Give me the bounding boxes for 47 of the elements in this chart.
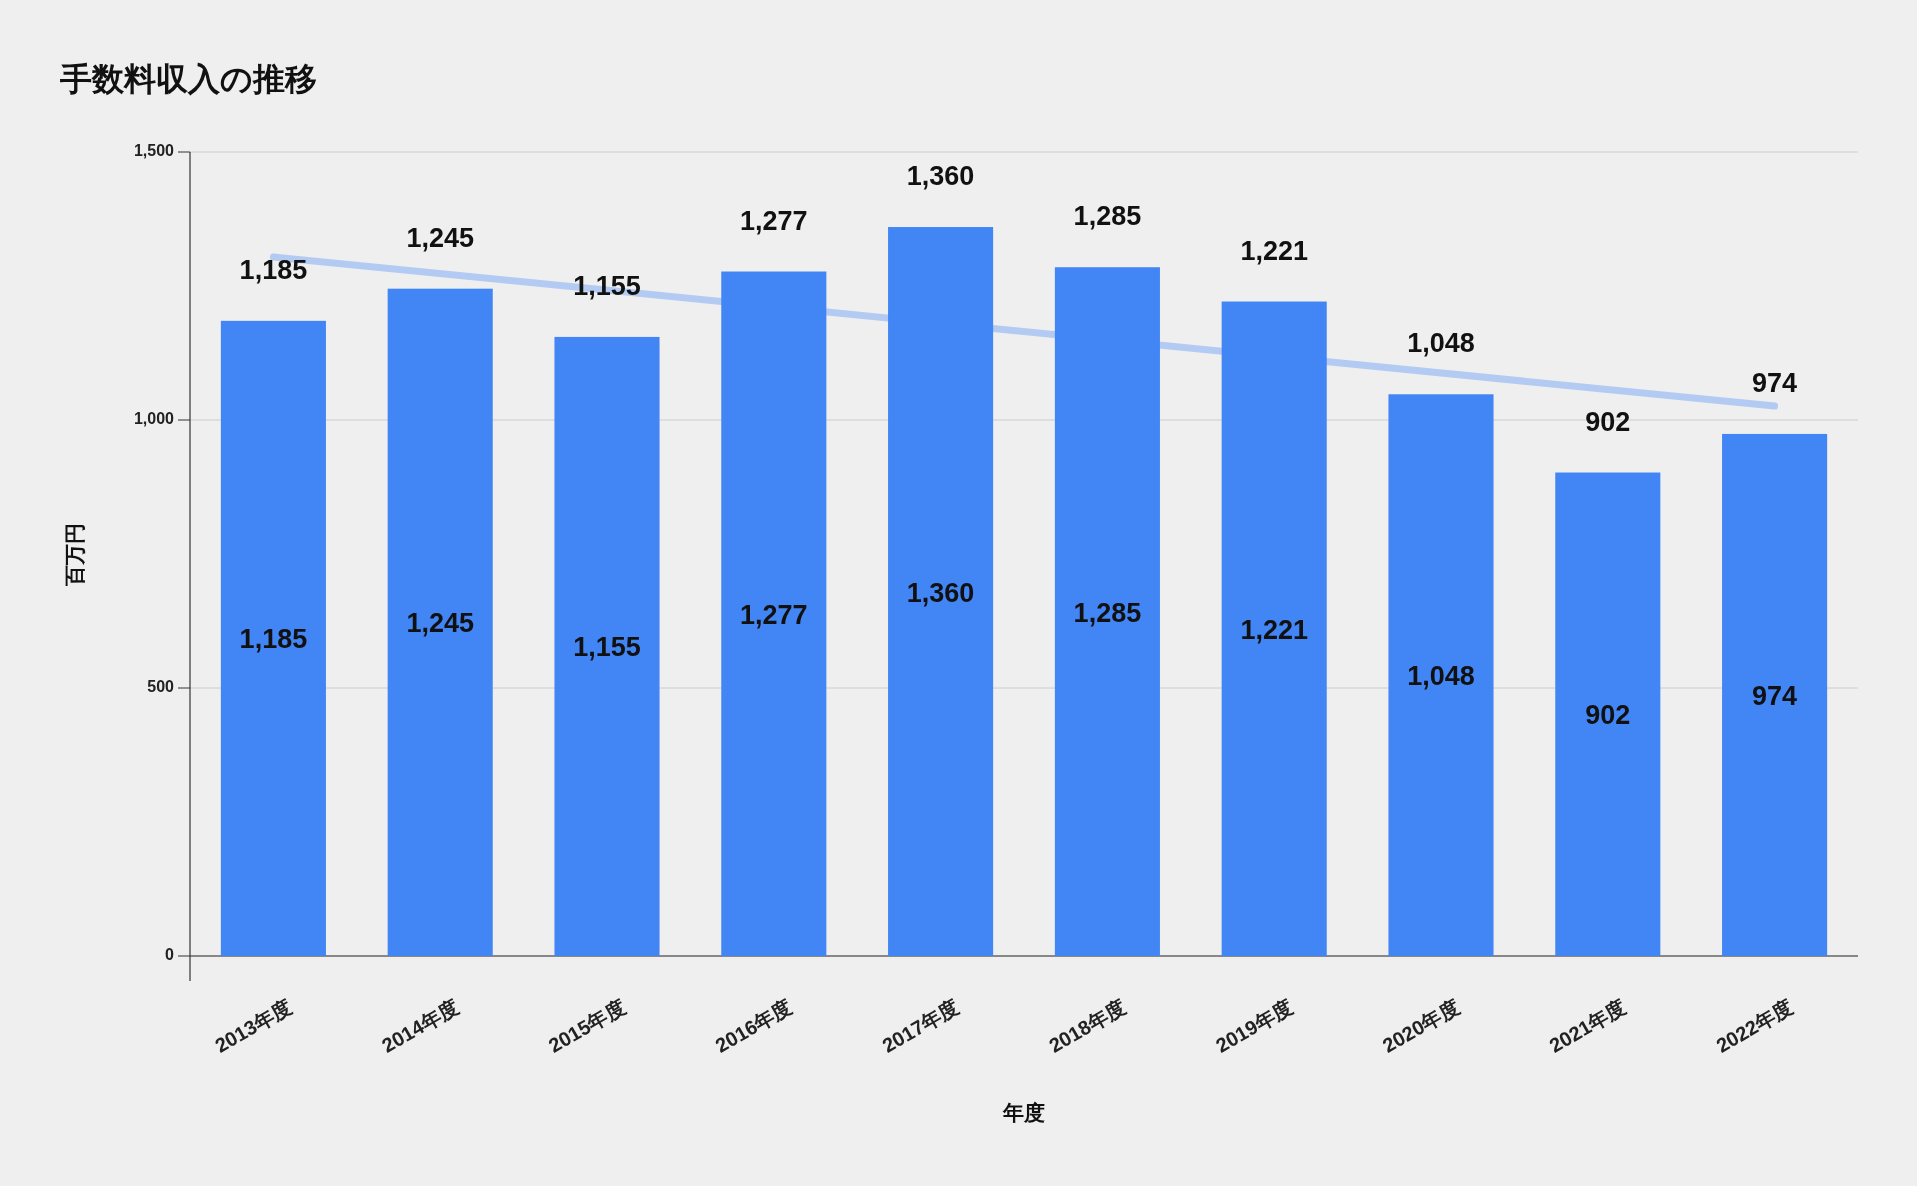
data-label: 902 [1585,406,1631,437]
bar [1722,433,1828,956]
bar [387,288,493,956]
x-tick-label: 2019年度 [1212,995,1297,1057]
data-label: 1,245 [406,222,474,253]
x-tick-label: 2017年度 [878,995,963,1057]
data-label: 1,185 [239,254,308,285]
y-axis-title: 百万円 [63,522,86,587]
data-label: 974 [1752,367,1798,398]
bar [554,336,660,956]
y-tick-label: 1,500 [133,142,175,160]
text: 1,155 [573,632,641,663]
y-tick-label: 1,000 [133,410,175,428]
data-label: 1,155 [573,270,641,301]
text: 1,245 [406,608,474,639]
x-tick-label: 2020年度 [1378,995,1463,1057]
x-tick-label: 2015年度 [544,995,629,1057]
bar [1555,472,1661,956]
bar [1221,301,1327,956]
text: 1,285 [1073,597,1142,628]
x-axis-title: 年度 [1002,1101,1045,1124]
data-label: 1,360 [906,161,975,192]
x-tick-label: 2021年度 [1545,995,1630,1057]
chart-title: 手数料収入の推移 [59,61,317,97]
text: 1,221 [1240,614,1308,645]
bar [888,227,994,956]
x-tick-label: 2018年度 [1045,995,1130,1057]
text: 1,360 [906,577,975,608]
x-tick-label: 2014年度 [378,995,463,1057]
data-label: 1,048 [1407,328,1475,359]
x-tick-label: 2022年度 [1712,995,1797,1057]
bar [1054,267,1160,956]
y-tick-label: 500 [147,678,175,696]
x-tick-label: 2013年度 [211,995,296,1057]
text: 1,048 [1407,661,1475,692]
bar [721,271,827,956]
text: 1,185 [239,624,308,655]
y-tick-label: 0 [165,946,175,964]
text: 974 [1752,680,1798,711]
data-label: 1,221 [1240,235,1308,266]
data-label: 1,277 [740,205,808,236]
data-label: 1,285 [1073,201,1142,232]
x-tick-label: 2016年度 [711,995,796,1057]
text: 1,277 [740,599,808,630]
text: 902 [1585,700,1631,731]
bar [1388,394,1494,956]
bar [220,320,326,956]
